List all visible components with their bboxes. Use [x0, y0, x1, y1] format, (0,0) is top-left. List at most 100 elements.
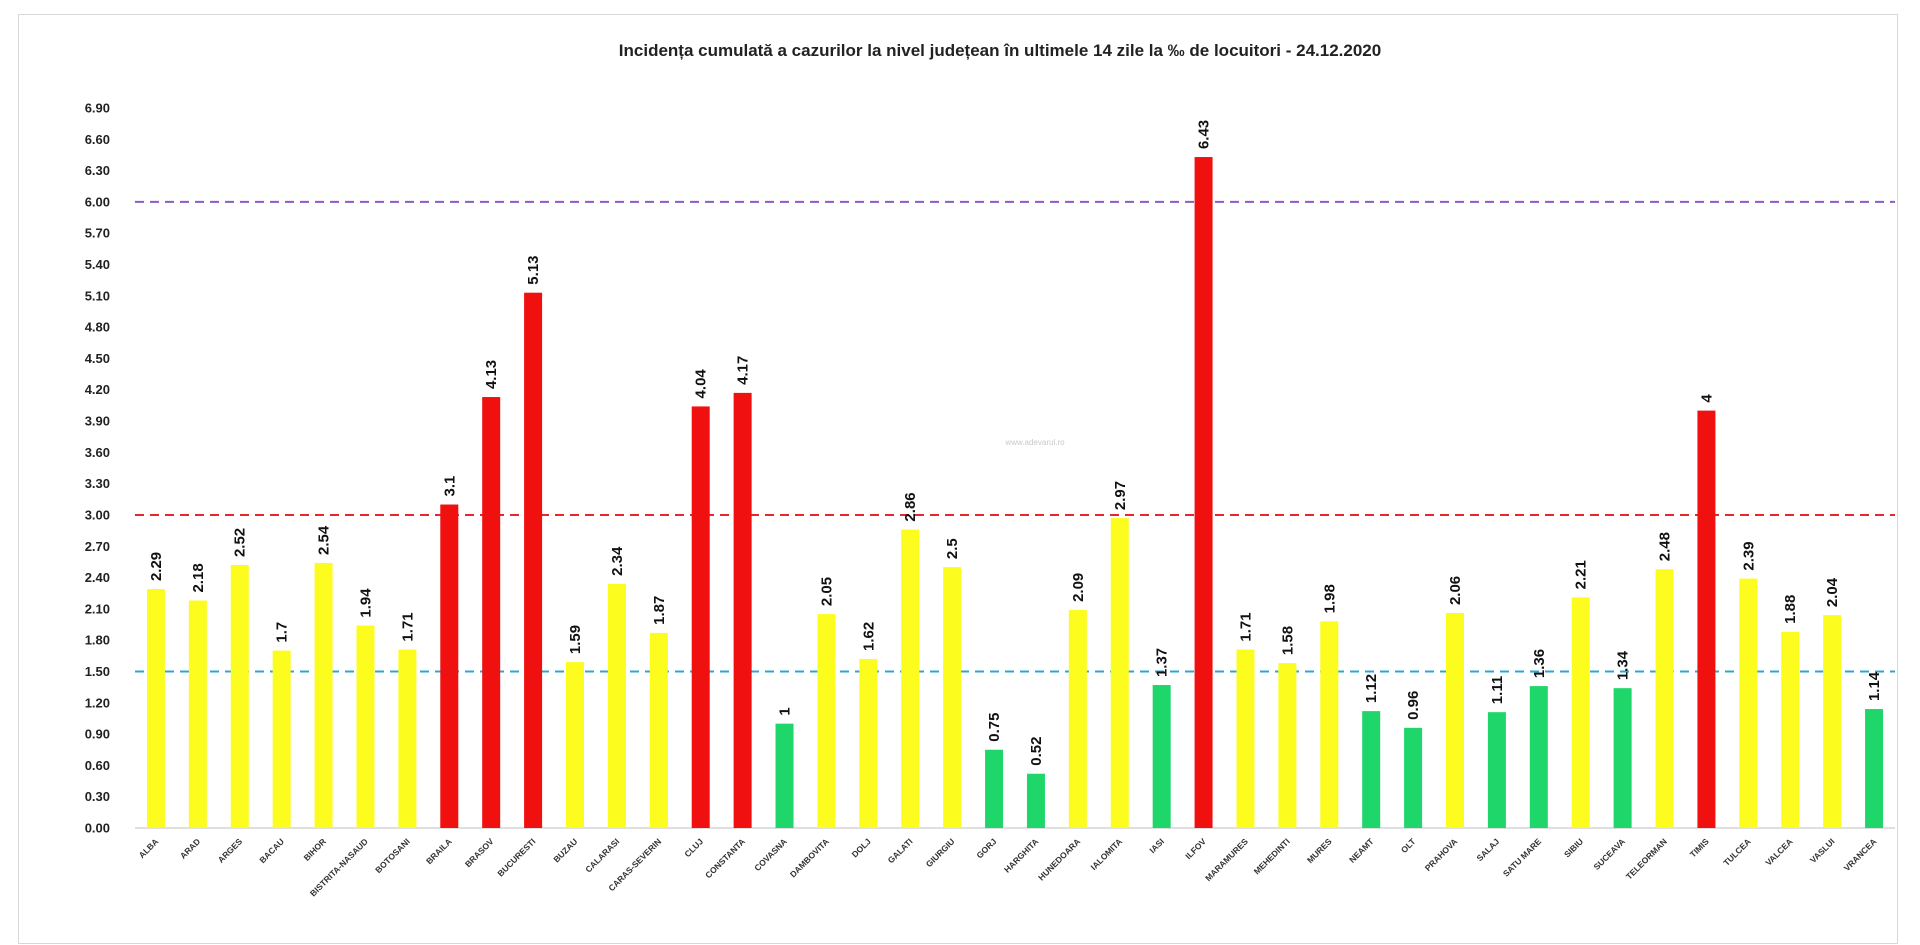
data-label: 6.43: [1196, 120, 1213, 149]
data-label: 2.86: [902, 492, 919, 521]
y-tick-label: 5.70: [85, 226, 110, 241]
y-tick-label: 3.90: [85, 414, 110, 429]
data-label: 2.48: [1657, 532, 1674, 561]
x-tick-label: SALAJ: [1475, 836, 1502, 863]
bar: [943, 567, 962, 828]
data-label: 2.18: [190, 563, 207, 592]
x-tick-label: IALOMITA: [1089, 836, 1125, 872]
data-label: 4.04: [693, 369, 710, 399]
chart-title: Incidența cumulată a cazurilor la nivel …: [619, 41, 1381, 60]
data-label: 2.21: [1573, 560, 1590, 589]
bar: [398, 649, 417, 828]
x-tick-label: TULCEA: [1721, 836, 1752, 867]
data-label: 1.36: [1531, 649, 1548, 678]
data-label: 1.7: [274, 622, 291, 643]
x-tick-label: BUCURESTI: [495, 836, 537, 878]
y-tick-label: 0.60: [85, 758, 110, 773]
data-label: 0.96: [1405, 691, 1422, 720]
bar: [985, 749, 1004, 828]
bar: [1110, 518, 1129, 828]
y-tick-label: 4.50: [85, 351, 110, 366]
data-label: 2.54: [316, 525, 333, 555]
y-tick-label: 6.60: [85, 132, 110, 147]
bar: [1026, 773, 1045, 828]
data-label: 1.11: [1489, 676, 1506, 704]
bars: [146, 157, 1884, 829]
bar: [733, 392, 752, 828]
x-tick-label: SUCEAVA: [1591, 836, 1627, 872]
bar: [524, 292, 543, 828]
x-tick-label: CALARASI: [583, 836, 621, 874]
x-tick-label: BRASOV: [463, 836, 496, 869]
data-label: 2.5: [944, 538, 961, 559]
x-tick-label: DAMBOVITA: [788, 836, 831, 879]
x-tick-label: BIHOR: [302, 836, 328, 862]
y-tick-label: 1.20: [85, 695, 110, 710]
data-label: 1.71: [399, 612, 416, 641]
y-tick-label: 6.90: [85, 101, 110, 116]
data-label: 1: [777, 707, 794, 715]
y-tick-label: 2.70: [85, 539, 110, 554]
x-tick-label: SIBIU: [1562, 836, 1585, 859]
x-tick-label: HUNEDOARA: [1036, 836, 1082, 882]
bar: [272, 650, 291, 828]
data-label: 1.37: [1154, 648, 1171, 677]
data-label: 2.97: [1112, 481, 1129, 510]
data-label: 2.29: [148, 552, 165, 581]
x-tick-label: IASI: [1147, 836, 1166, 855]
data-label: 2.04: [1824, 577, 1841, 607]
data-label: 1.58: [1279, 626, 1296, 655]
data-label: 2.34: [609, 546, 626, 576]
x-tick-label: COVASNA: [752, 836, 789, 873]
data-label: 2.09: [1070, 573, 1087, 602]
y-tick-label: 2.10: [85, 601, 110, 616]
x-tick-label: DOLJ: [850, 836, 873, 859]
bar: [901, 529, 920, 828]
bar: [1865, 709, 1884, 828]
x-tick-label: NEAMT: [1347, 836, 1376, 865]
bar: [1278, 663, 1297, 828]
x-tick-label: SATU MARE: [1501, 836, 1544, 879]
data-labels: 2.29 2.182.521.72.541.941.713.14.135.131.…: [148, 120, 1883, 766]
x-tick-label: BRAILA: [424, 836, 454, 866]
y-axis: 0.00 0.30 0.60 0.90 1.20 1.50 1.80 2.10 2.40 2.70…: [85, 101, 1895, 836]
data-label: 1.62: [860, 622, 877, 651]
bar: [440, 504, 459, 828]
bar: [817, 614, 836, 828]
watermark: www.adevarul.ro: [1004, 438, 1065, 447]
data-label: 1.98: [1321, 584, 1338, 613]
x-tick-label: MARAMURES: [1203, 836, 1250, 883]
x-tick-label: ARAD: [178, 836, 202, 860]
bar: [1613, 688, 1632, 828]
x-tick-label: BUZAU: [551, 836, 579, 864]
data-label: 2.52: [232, 528, 249, 557]
x-tick-label: VASLUI: [1808, 836, 1837, 865]
y-tick-label: 0.90: [85, 727, 110, 742]
x-tick-label: MEHEDINTI: [1252, 836, 1292, 876]
x-tick-label: MURES: [1305, 836, 1334, 865]
y-tick-label: 1.80: [85, 633, 110, 648]
data-label: 0.52: [1028, 737, 1045, 766]
y-tick-label: 5.10: [85, 288, 110, 303]
bar: [859, 658, 878, 828]
bar: [230, 565, 249, 828]
bar: [1236, 649, 1255, 828]
x-tick-label: ILFOV: [1183, 836, 1208, 861]
y-tick-label: 0.30: [85, 789, 110, 804]
y-tick-label: 4.80: [85, 320, 110, 335]
data-label: 1.12: [1363, 674, 1380, 703]
data-label: 1.59: [567, 625, 584, 654]
data-label: 1.14: [1866, 671, 1883, 701]
x-tick-label: ARGES: [216, 836, 245, 865]
data-label: 1.71: [1237, 612, 1254, 641]
bar: [1362, 711, 1381, 828]
data-label: 1.88: [1782, 595, 1799, 624]
x-tick-label: BOTOSANI: [373, 836, 412, 875]
x-tick-label: HARGHITA: [1002, 836, 1040, 874]
x-tick-label: OLT: [1399, 836, 1418, 855]
bar: [314, 562, 333, 828]
bar: [775, 723, 794, 828]
y-tick-label: 5.40: [85, 257, 110, 272]
bar: [1529, 686, 1548, 828]
y-tick-label: 3.30: [85, 476, 110, 491]
